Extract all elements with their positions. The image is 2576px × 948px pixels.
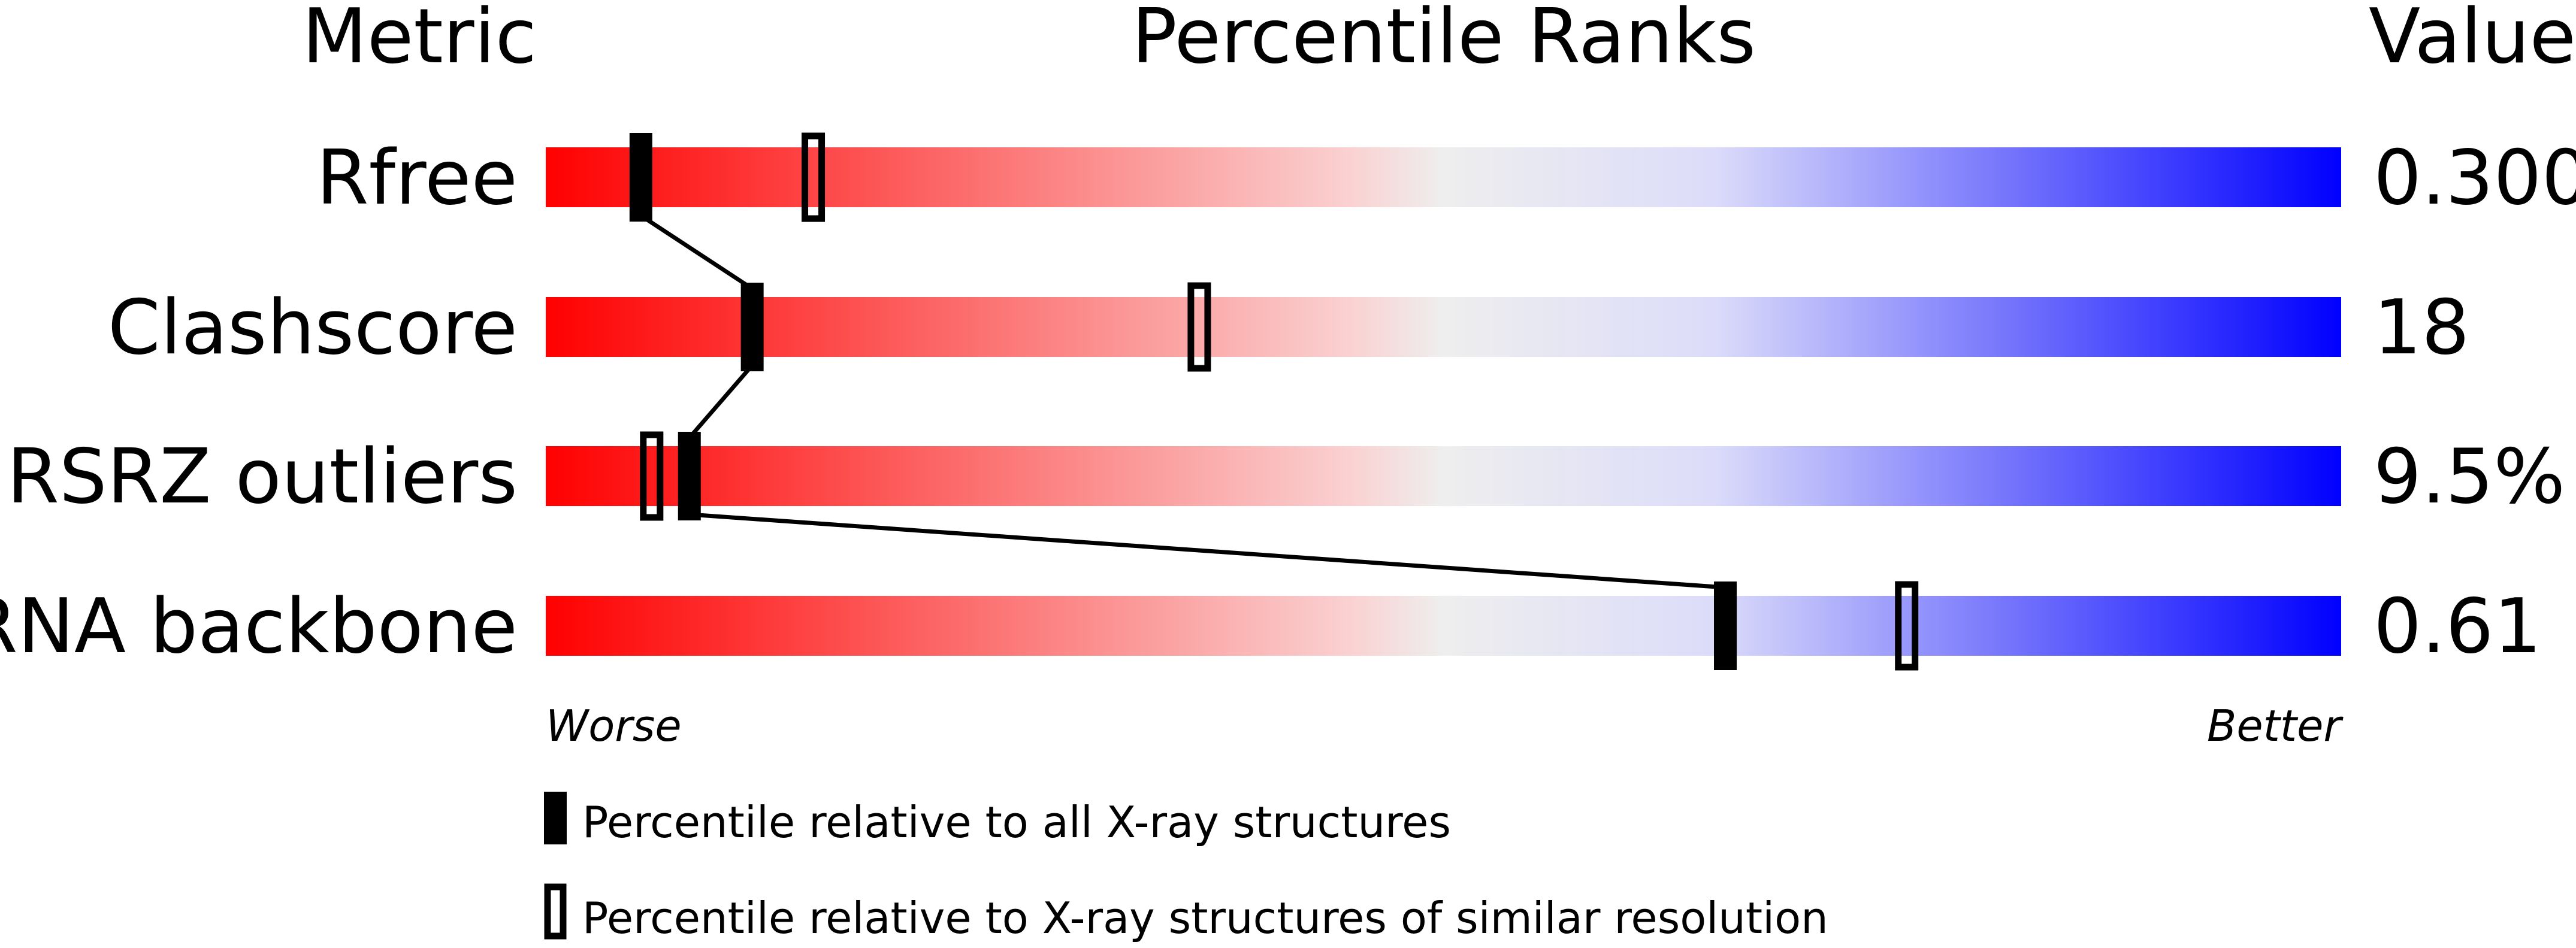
legend-filled-marker — [544, 792, 567, 844]
marker-all-structures — [1714, 581, 1737, 670]
metric-value: 18 — [2374, 283, 2469, 371]
metric-label: RNA backbone — [0, 582, 518, 670]
metric-label: RSRZ outliers — [7, 432, 518, 520]
marker-all-structures — [678, 432, 701, 520]
header-percentile-ranks: Percentile Ranks — [1132, 0, 1756, 80]
header-metric: Metric — [302, 0, 537, 80]
marker-similar-resolution — [640, 431, 664, 521]
worse-label: Worse — [546, 701, 682, 751]
percentile-bar — [546, 147, 2341, 207]
connector-line — [639, 214, 754, 290]
metric-label: Clashscore — [108, 283, 518, 371]
connector-line — [689, 512, 1726, 590]
marker-all-structures — [740, 283, 764, 371]
marker-similar-resolution — [1895, 581, 1919, 671]
metric-label: Rfree — [316, 134, 518, 222]
metric-value: 9.5% — [2374, 432, 2565, 520]
better-label: Better — [2207, 701, 2344, 751]
marker-similar-resolution — [1187, 282, 1211, 372]
percentile-bar — [546, 297, 2341, 357]
metric-value: 0.300 — [2374, 134, 2576, 222]
legend-open-marker — [544, 883, 567, 940]
marker-similar-resolution — [802, 132, 826, 222]
marker-all-structures — [629, 133, 652, 222]
header-value: Value — [2369, 0, 2576, 80]
metric-value: 0.61 — [2374, 582, 2542, 670]
percentile-bar — [546, 596, 2341, 656]
legend-similar-label: Percentile relative to X-ray structures … — [582, 893, 1828, 943]
legend-all-label: Percentile relative to all X-ray structu… — [582, 797, 1451, 847]
percentile-bar — [546, 446, 2341, 506]
connector-line — [688, 364, 754, 440]
